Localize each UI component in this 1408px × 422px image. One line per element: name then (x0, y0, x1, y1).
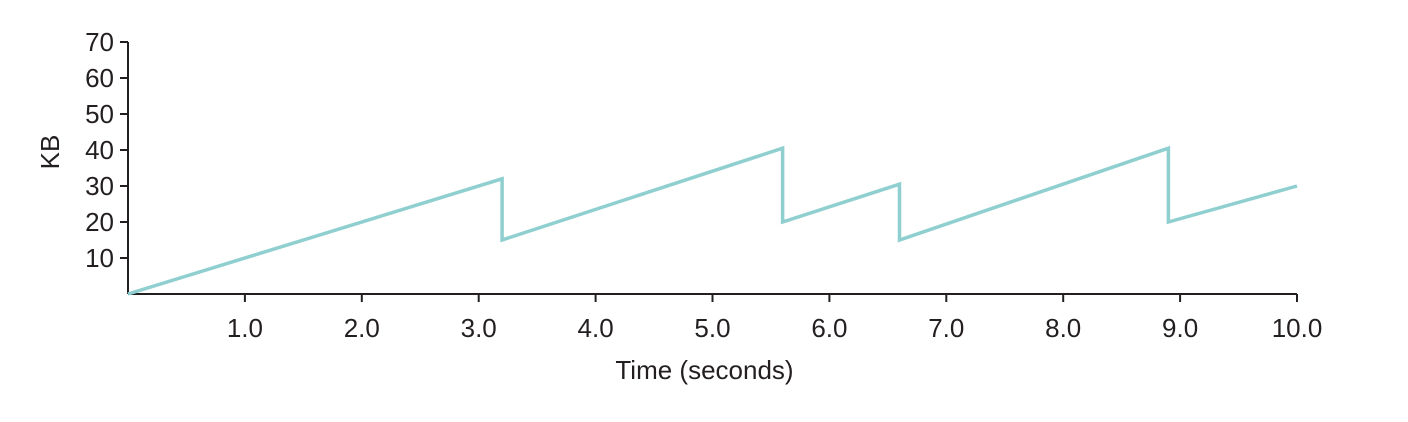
y-tick-label: 70 (85, 27, 114, 57)
x-tick-label: 1.0 (227, 313, 263, 343)
y-axis-title: KB (35, 135, 65, 170)
x-axis: 1.0 2.0 3.0 4.0 5.0 6.0 7.0 8.0 9.0 10.0 (128, 293, 1323, 343)
x-tick-label: 5.0 (694, 313, 730, 343)
x-tick-label: 6.0 (811, 313, 847, 343)
x-axis-title: Time (seconds) (615, 355, 793, 385)
y-tick-label: 60 (85, 63, 114, 93)
x-tick-label: 10.0 (1272, 313, 1323, 343)
x-tick-label: 4.0 (578, 313, 614, 343)
x-tick-label: 7.0 (928, 313, 964, 343)
x-tick-label: 3.0 (461, 313, 497, 343)
x-tick-label: 9.0 (1162, 313, 1198, 343)
series-layer (127, 145, 1298, 296)
y-tick-label: 40 (85, 135, 114, 165)
x-tick-label: 8.0 (1045, 313, 1081, 343)
y-tick-label: 50 (85, 99, 114, 129)
y-axis: 10 20 30 40 50 60 70 (85, 27, 129, 294)
y-tick-label: 30 (85, 171, 114, 201)
x-tick-label: 2.0 (344, 313, 380, 343)
series-line (127, 145, 1298, 296)
y-tick-label: 10 (85, 243, 114, 273)
y-tick-label: 20 (85, 207, 114, 237)
